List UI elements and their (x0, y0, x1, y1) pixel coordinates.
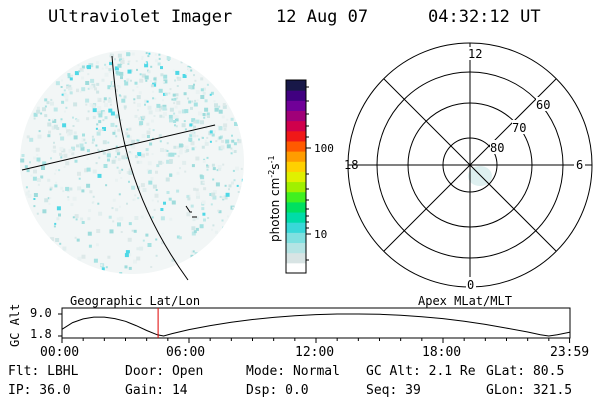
colorbar-band (286, 232, 306, 244)
colorbar-band (286, 161, 306, 172)
colorbar-band (286, 191, 306, 203)
colorbar-gradient (286, 80, 306, 274)
status-glon: GLon: 321.5 (486, 383, 573, 398)
y-axis-min: 1.8 (30, 327, 52, 341)
colorbar-band (286, 80, 306, 91)
mlat-label-60: 60 (536, 98, 550, 112)
image-date: 12 Aug 07 (276, 7, 369, 27)
mlat-label-80: 80 (490, 141, 504, 155)
status-gc-alt: GC Alt: 2.1 Re (366, 364, 476, 379)
colorbar-label-100: 100 (314, 142, 334, 155)
mlt-label-6: 6 (576, 158, 583, 172)
colorbar-band (286, 252, 306, 264)
colorbar-band (286, 262, 306, 274)
colorbar-minor-ticks (306, 86, 309, 261)
colorbar-band (286, 140, 306, 152)
status-ip: IP: 36.0 (8, 383, 71, 398)
colorbar-label-10: 10 (314, 228, 327, 241)
status-seq: Seq: 39 (366, 383, 421, 398)
emission-speckle (20, 52, 244, 274)
colorbar: 100 10 photon cm-2s-1 (267, 79, 334, 274)
polar-plot: 12 18 6 0 60 70 80 (344, 42, 593, 292)
polar-diagonal-2 (383, 78, 557, 252)
y-axis-max: 9.0 (30, 306, 52, 320)
colorbar-band (286, 181, 306, 193)
colorbar-band (286, 201, 306, 213)
altitude-curve (61, 313, 570, 337)
apex-mlat-mlt-label: Apex MLat/MLT (418, 294, 512, 308)
colorbar-frame (285, 79, 307, 274)
x-tick-label-1200: 12:00 (295, 345, 335, 360)
geographic-latlon-label: Geographic Lat/Lon (70, 294, 201, 308)
mlt-label-12: 12 (468, 47, 482, 61)
colorbar-unit-label: photon cm-2s-1 (267, 155, 282, 242)
colorbar-band (286, 100, 306, 111)
auroral-image (20, 50, 244, 281)
x-tick-label-0600: 06:00 (166, 345, 206, 360)
timeline-y-ticks (58, 313, 62, 337)
status-filter: Flt: LBHL (8, 364, 79, 379)
orbit-timeline (58, 307, 571, 343)
colorbar-band (286, 151, 306, 162)
colorbar-band (286, 171, 306, 183)
gc-alt-axis-label: GC Alt (8, 303, 22, 347)
status-gain: Gain: 14 (125, 383, 188, 398)
colorbar-band (286, 242, 306, 254)
status-mode: Mode: Normal (246, 364, 340, 379)
colorbar-band (286, 90, 306, 101)
colorbar-band (286, 120, 306, 132)
parallel-line (21, 124, 216, 171)
x-tick-label-0000: 00:00 (40, 345, 80, 360)
colorbar-band (286, 110, 306, 122)
mlt-label-0: 0 (467, 278, 474, 292)
colorbar-band (286, 212, 306, 223)
status-glat: GLat: 80.5 (486, 364, 565, 379)
x-tick-label-2359: 23:59 (550, 345, 590, 360)
colorbar-band (286, 130, 306, 142)
image-time: 04:32:12 UT (428, 7, 541, 27)
geo-mark (185, 205, 197, 218)
instrument-title: Ultraviolet Imager (48, 7, 233, 27)
colorbar-band (286, 222, 306, 233)
x-tick-label-1800: 18:00 (422, 345, 462, 360)
timeline-frame (61, 307, 571, 339)
timeline-x-ticks (61, 338, 571, 343)
status-dsp: Dsp: 0.0 (246, 383, 309, 398)
mlt-label-18: 18 (344, 158, 358, 172)
meridian-line (111, 55, 189, 281)
mlat-label-70: 70 (512, 121, 526, 135)
status-door: Door: Open (125, 364, 204, 379)
